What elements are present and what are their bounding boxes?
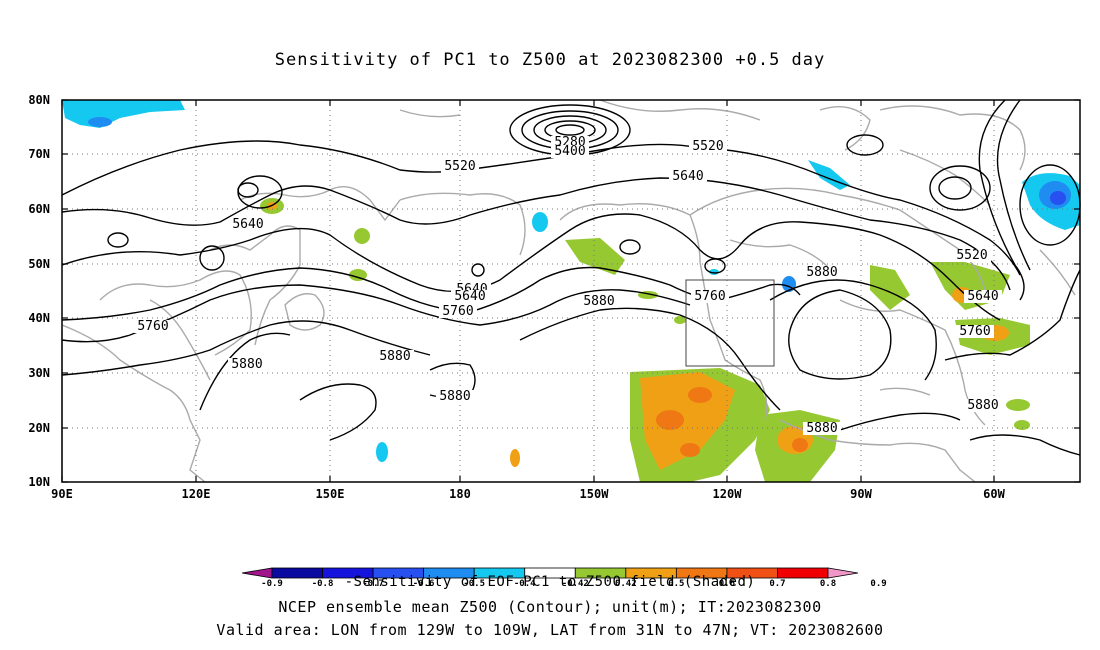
colorbar-label: 0.8 <box>820 579 836 589</box>
lat-label: 10N <box>28 475 50 489</box>
colorbar-label: -0.8 <box>312 579 334 589</box>
colorbar: -0.9 -0.8 -0.7 -0.6 -0.5 -0.4 -0.42 0.42 0.5 0.6 0… <box>241 567 887 589</box>
contour-label: 5520 <box>692 139 723 154</box>
colorbar-label: 0.9 <box>870 579 886 589</box>
lat-label: 70N <box>28 147 50 161</box>
contour-label: 5640 <box>672 169 703 184</box>
contour-label: 5760 <box>694 289 725 304</box>
contour-label: 5880 <box>967 398 998 413</box>
colorbar-label: -0.6 <box>413 579 435 589</box>
lon-label: 90E <box>51 487 73 501</box>
contour-label: 5880 <box>439 389 470 404</box>
caption-contour: NCEP ensemble mean Z500 (Contour); unit(… <box>278 598 822 616</box>
contour-label: 5880 <box>231 357 262 372</box>
contour-label: 5400 <box>554 144 585 159</box>
lat-label: 60N <box>28 202 50 216</box>
lon-label: 90W <box>850 487 872 501</box>
contour-label: 5760 <box>959 324 990 339</box>
colorbar-max-arrow <box>827 567 859 579</box>
contour-label: 5520 <box>444 159 475 174</box>
contour-label: 5760 <box>442 304 473 319</box>
colorbar-label: -0.42 <box>562 579 589 589</box>
lon-label: 120E <box>182 487 211 501</box>
contour-label: 5880 <box>379 349 410 364</box>
contour-label: 5880 <box>583 294 614 309</box>
colorbar-label: 0.5 <box>668 579 684 589</box>
lon-label: 120W <box>713 487 743 501</box>
lon-label: 60W <box>983 487 1005 501</box>
lat-label: 20N <box>28 421 50 435</box>
caption-shading: -Sensitivity of EOF PC1 to Z500 field (S… <box>344 574 756 590</box>
lat-label: 40N <box>28 311 50 325</box>
caption-valid-area: Valid area: LON from 129W to 109W, LAT f… <box>216 621 884 639</box>
colorbar-label: -0.4 <box>514 579 536 589</box>
latitude-labels: 80N 70N 60N 50N 40N 30N 20N 10N <box>28 93 1080 489</box>
lon-label: 150E <box>316 487 345 501</box>
longitude-labels: 90E 120E 150E 180 150W 120W 90W 60W <box>51 100 1006 501</box>
contour-label: 5640 <box>967 289 998 304</box>
contour-label: 5760 <box>137 319 168 334</box>
valid-area-box <box>685 279 775 367</box>
contour-label: 5880 <box>806 421 837 436</box>
lon-label: 150W <box>580 487 610 501</box>
contour-label: 5880 <box>806 265 837 280</box>
contour-label: 5640 <box>232 217 263 232</box>
lat-label: 30N <box>28 366 50 380</box>
contour-label: 5640 <box>454 289 485 304</box>
colorbar-label: -0.5 <box>463 579 485 589</box>
colorbar-label: -0.7 <box>362 579 384 589</box>
colorbar-label: 0.42 <box>615 579 637 589</box>
colorbar-label: -0.9 <box>261 579 283 589</box>
map-title: Sensitivity of PC1 to Z500 at 2023082300… <box>274 50 826 70</box>
map-frame <box>61 99 1081 483</box>
lon-label: 180 <box>449 487 471 501</box>
contour-label: 5520 <box>956 248 987 263</box>
lat-label: 50N <box>28 257 50 271</box>
colorbar-label: 0.7 <box>769 579 785 589</box>
colorbar-label: 0.6 <box>719 579 735 589</box>
lat-label: 80N <box>28 93 50 107</box>
